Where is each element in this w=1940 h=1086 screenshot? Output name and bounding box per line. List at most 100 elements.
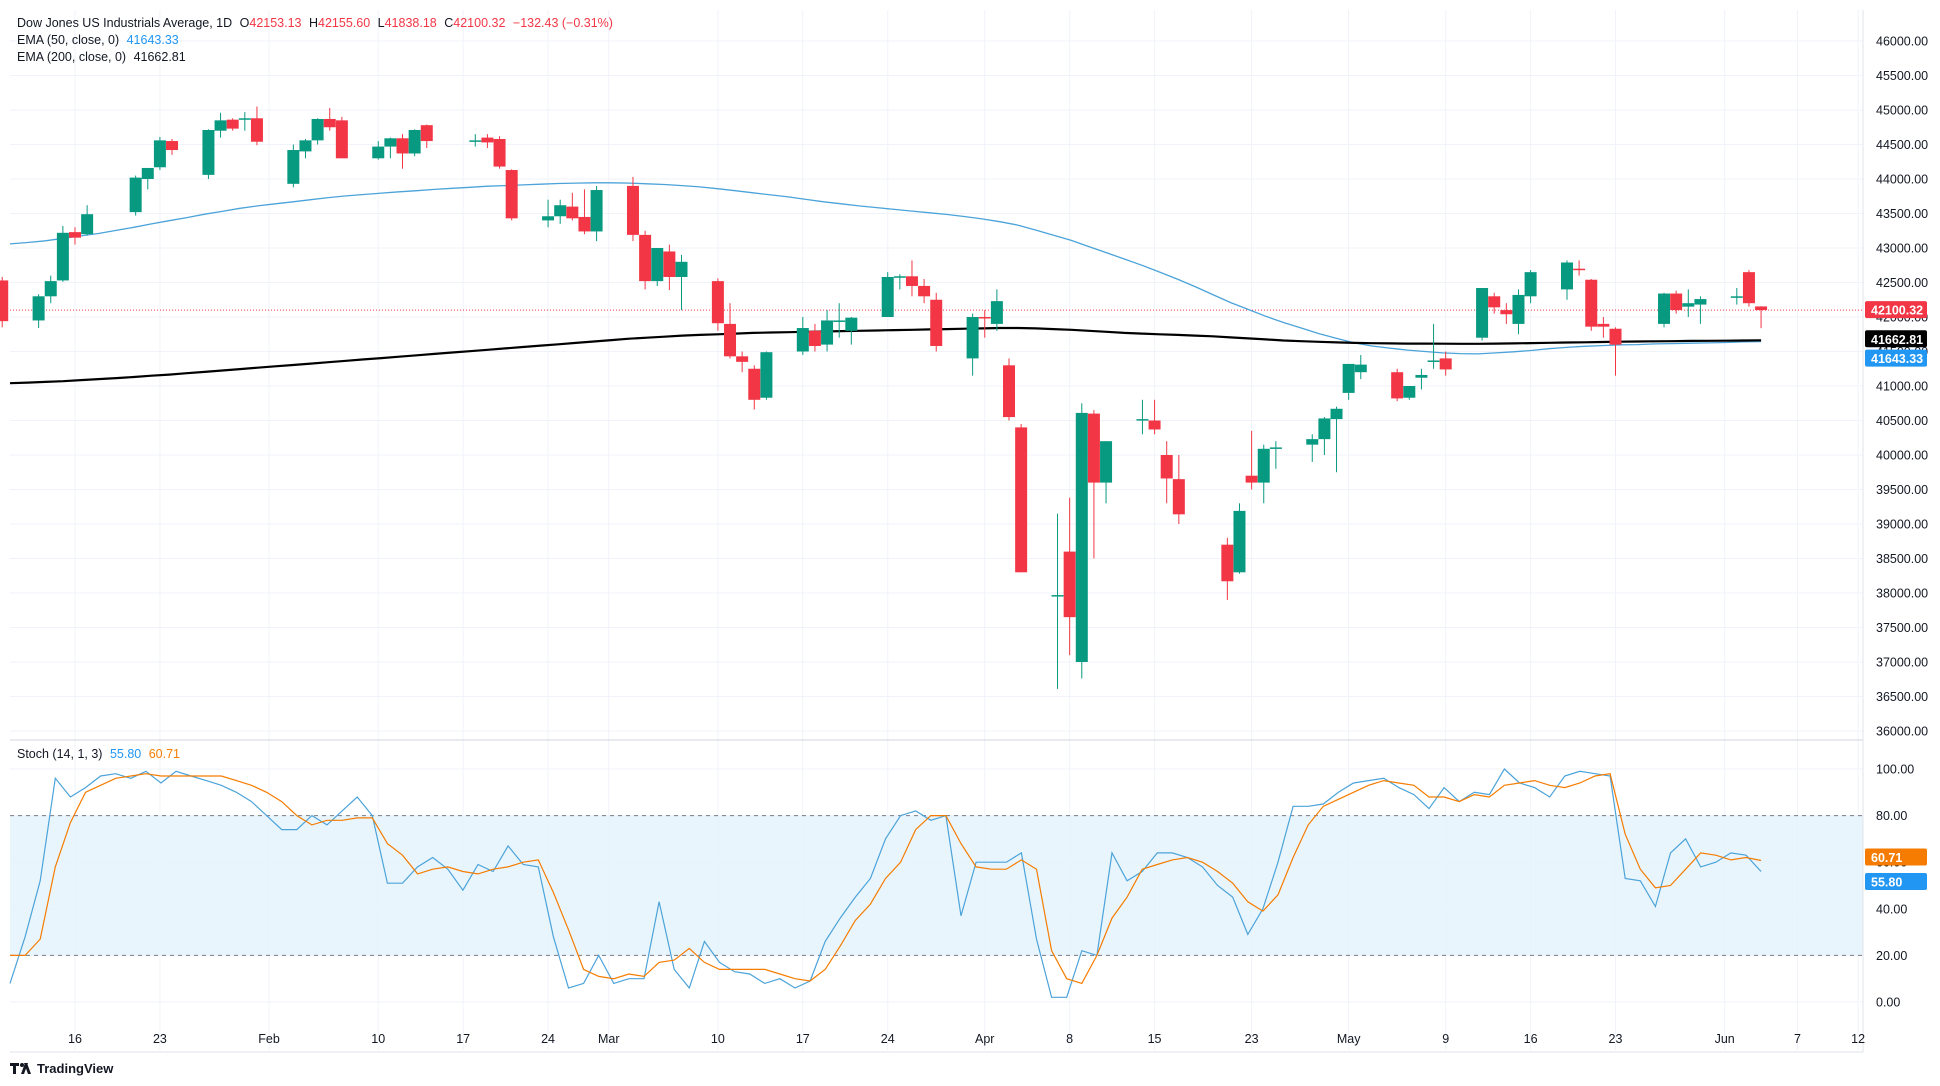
candle[interactable]: [748, 365, 761, 410]
candle[interactable]: [1003, 358, 1016, 421]
candle[interactable]: [1524, 270, 1537, 304]
candle[interactable]: [1221, 537, 1234, 600]
candle[interactable]: [1172, 455, 1185, 524]
candle[interactable]: [1136, 399, 1149, 435]
candle[interactable]: [833, 303, 846, 338]
candle[interactable]: [651, 248, 664, 286]
candle[interactable]: [408, 129, 421, 157]
candle[interactable]: [1585, 279, 1598, 331]
candle[interactable]: [724, 303, 737, 359]
candle[interactable]: [881, 272, 894, 317]
candle[interactable]: [918, 279, 931, 304]
candle[interactable]: [1730, 288, 1743, 305]
candle[interactable]: [1609, 327, 1622, 376]
candle[interactable]: [335, 116, 348, 159]
candle[interactable]: [1658, 292, 1671, 328]
candle[interactable]: [1670, 290, 1683, 314]
candle[interactable]: [81, 205, 94, 236]
price-axis[interactable]: 36000.00 36500.00 37000.00 37500.00 38000.00…: [1876, 35, 1928, 739]
candle[interactable]: [1257, 444, 1270, 504]
candle[interactable]: [1682, 289, 1695, 317]
candle[interactable]: [141, 167, 154, 190]
candle[interactable]: [639, 230, 652, 290]
candle[interactable]: [736, 351, 749, 373]
candle[interactable]: [1100, 441, 1113, 504]
candle[interactable]: [32, 294, 45, 329]
candle[interactable]: [166, 138, 179, 155]
candle[interactable]: [396, 134, 409, 169]
candle[interactable]: [1063, 497, 1076, 656]
candle[interactable]: [663, 244, 676, 291]
candle[interactable]: [893, 274, 906, 290]
candle[interactable]: [1403, 386, 1416, 400]
candle[interactable]: [966, 313, 979, 376]
candle[interactable]: [1075, 403, 1088, 679]
candle[interactable]: [1330, 406, 1343, 473]
candle[interactable]: [1560, 260, 1573, 300]
candle[interactable]: [1233, 503, 1246, 574]
candle[interactable]: [978, 310, 991, 338]
candle[interactable]: [1573, 260, 1586, 276]
candle[interactable]: [250, 106, 263, 146]
candle[interactable]: [590, 185, 603, 242]
candle[interactable]: [1512, 289, 1525, 335]
candle[interactable]: [493, 136, 506, 169]
candle[interactable]: [202, 129, 215, 179]
candle[interactable]: [1354, 354, 1367, 380]
candle[interactable]: [930, 292, 943, 352]
candle[interactable]: [505, 169, 518, 221]
candle[interactable]: [1245, 430, 1258, 490]
candle[interactable]: [0, 276, 9, 328]
candle[interactable]: [469, 134, 482, 147]
candle[interactable]: [1439, 351, 1452, 376]
candle[interactable]: [214, 112, 227, 138]
candle[interactable]: [238, 112, 251, 131]
candle[interactable]: [1415, 368, 1428, 390]
candle[interactable]: [1742, 270, 1755, 307]
candle[interactable]: [760, 351, 773, 400]
candle[interactable]: [626, 176, 639, 242]
candle[interactable]: [384, 137, 397, 159]
candle[interactable]: [821, 310, 834, 352]
candle[interactable]: [554, 199, 567, 224]
candle[interactable]: [44, 275, 57, 304]
tradingview-brand[interactable]: TradingView: [10, 1061, 113, 1076]
candle[interactable]: [1015, 423, 1028, 573]
symbol-legend[interactable]: Dow Jones US Industrials Average, 1D O42…: [17, 15, 617, 32]
candle[interactable]: [578, 189, 591, 235]
candle[interactable]: [675, 254, 688, 311]
candle[interactable]: [1160, 441, 1173, 504]
candle[interactable]: [1694, 296, 1707, 324]
candle[interactable]: [1269, 441, 1282, 469]
candle[interactable]: [311, 118, 324, 145]
candle[interactable]: [153, 136, 166, 171]
candle[interactable]: [566, 192, 579, 221]
candles[interactable]: [0, 106, 1768, 689]
candle[interactable]: [1051, 513, 1064, 689]
candle[interactable]: [287, 144, 300, 188]
stoch-legend[interactable]: Stoch (14, 1, 3) 55.80 60.71: [17, 746, 184, 763]
time-axis[interactable]: 16 23 Feb 10 17 24 Mar 10 17 24 Apr 8 15 23 May 9 16 23 Ju…: [68, 1032, 1865, 1046]
candle[interactable]: [1755, 306, 1768, 329]
candle[interactable]: [1391, 368, 1404, 402]
candle[interactable]: [56, 225, 69, 282]
ema200-legend[interactable]: EMA (200, close, 0) 41662.81: [17, 49, 190, 66]
candle[interactable]: [1148, 399, 1161, 435]
candle[interactable]: [796, 317, 809, 355]
candle[interactable]: [542, 199, 555, 228]
ema50-legend[interactable]: EMA (50, close, 0) 41643.33: [17, 32, 183, 49]
candle[interactable]: [711, 278, 724, 331]
candle[interactable]: [1306, 434, 1319, 462]
candle[interactable]: [1500, 303, 1513, 324]
candle[interactable]: [808, 323, 821, 352]
candle[interactable]: [481, 134, 494, 148]
candle[interactable]: [420, 124, 433, 148]
candle[interactable]: [129, 175, 142, 216]
candle[interactable]: [1318, 417, 1331, 455]
candle[interactable]: [1342, 363, 1355, 400]
candle[interactable]: [1427, 323, 1440, 369]
candle[interactable]: [69, 227, 81, 245]
candle[interactable]: [1476, 288, 1489, 341]
candle[interactable]: [372, 141, 385, 160]
